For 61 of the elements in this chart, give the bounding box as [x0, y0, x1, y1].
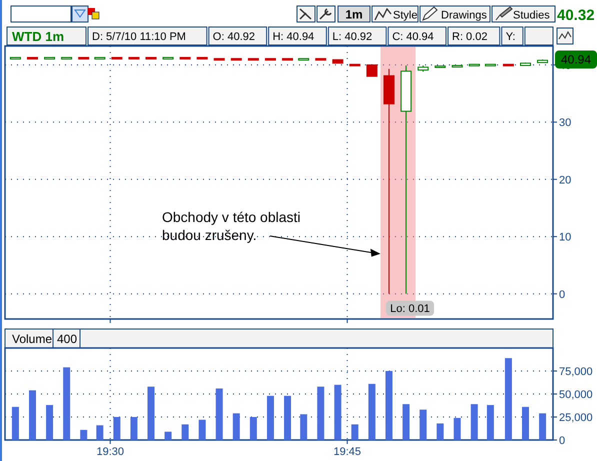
bar: [385, 371, 392, 440]
y-tick-label: 50,000: [559, 389, 593, 401]
y-tick-label: 20: [559, 174, 572, 186]
bar: [486, 405, 494, 440]
text: Studies: [513, 10, 550, 22]
y-tick-label: 75,000: [559, 366, 593, 378]
annotation: Lo: 0.01: [390, 302, 430, 315]
bar: [250, 417, 257, 440]
bar: [80, 430, 88, 440]
bar: [266, 396, 274, 440]
text: Drawings: [441, 10, 488, 22]
bar: [216, 388, 223, 440]
text: 40.32: [557, 7, 595, 24]
bar: [436, 423, 444, 440]
bar: [182, 424, 189, 440]
bar: [351, 424, 358, 440]
x-tick-label: 19:45: [333, 446, 362, 458]
bar: [148, 386, 155, 440]
bar: [504, 358, 512, 440]
annotation: 40.94: [560, 52, 592, 67]
bar: [198, 420, 206, 440]
candlestick: [366, 64, 378, 77]
x-tick-label: 19:30: [96, 446, 124, 458]
text: H: 40.94: [272, 31, 314, 43]
annotation: Obchody v této oblasti budou zrušeny.: [162, 209, 301, 243]
text: R: 0.02: [452, 31, 488, 43]
bar: [317, 386, 324, 440]
y-tick-label: 25,000: [559, 412, 593, 424]
bar: [454, 418, 461, 440]
bar: [96, 425, 104, 440]
bar: [539, 413, 546, 440]
text: 1m: [345, 8, 363, 22]
text: L: 40.92: [332, 31, 372, 43]
text: Style: [393, 10, 418, 22]
bar: [28, 390, 36, 440]
bar: [368, 384, 376, 440]
bar: [130, 417, 138, 440]
bar: [46, 405, 54, 440]
y-tick-label: 0: [559, 435, 566, 447]
chart-title: Volume: [12, 332, 52, 346]
text: O: 40.92: [212, 31, 256, 43]
bar: [334, 384, 342, 440]
bar: [522, 406, 530, 440]
y-tick-label: 0: [559, 288, 566, 301]
chart-title: WTD 1m: [12, 29, 64, 44]
bar: [164, 432, 172, 440]
text: Y:: [506, 31, 516, 43]
bar: [470, 404, 478, 440]
text: D: 5/7/10 11:10 PM: [92, 31, 186, 43]
bar: [12, 406, 19, 440]
y-tick-label: 30: [559, 117, 572, 130]
y-tick-label: 10: [559, 232, 572, 244]
bar: [420, 410, 427, 440]
text: 400: [57, 332, 78, 346]
bar: [300, 414, 308, 440]
text: C: 40.94: [392, 31, 434, 43]
bar: [113, 417, 120, 440]
bar: [402, 404, 410, 440]
bar: [284, 396, 292, 440]
bar: [232, 413, 240, 440]
bar: [63, 367, 70, 440]
